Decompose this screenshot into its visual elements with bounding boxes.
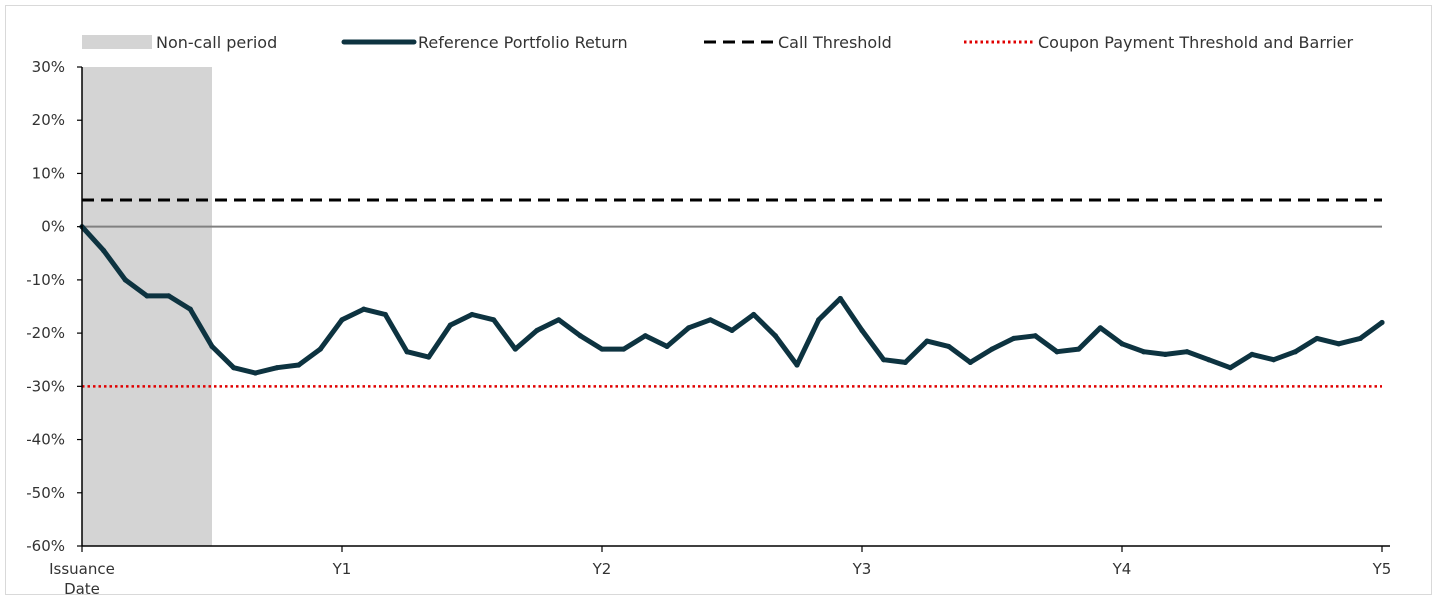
data-point — [1292, 349, 1298, 355]
data-point — [577, 333, 583, 339]
data-point — [772, 333, 778, 339]
data-point — [751, 311, 757, 318]
data-point — [1119, 341, 1125, 347]
data-point — [1011, 335, 1017, 342]
data-point — [902, 359, 908, 365]
data-point — [404, 349, 410, 355]
data-point — [101, 248, 107, 254]
legend-non-call-period-label: Non-call period — [156, 33, 277, 52]
y-tick-label: -60% — [26, 537, 65, 555]
data-point — [729, 327, 735, 334]
chart-frame — [5, 5, 1432, 595]
y-tick-label: -40% — [26, 431, 65, 449]
data-point — [642, 333, 648, 339]
data-point — [967, 359, 973, 365]
x-tick-label: Y1 — [332, 560, 352, 578]
data-point — [296, 362, 302, 368]
data-point — [209, 343, 215, 350]
data-point — [252, 370, 258, 376]
data-point — [859, 327, 865, 334]
data-point — [1379, 319, 1385, 326]
data-point — [1097, 325, 1103, 331]
y-tick-label: -10% — [26, 271, 65, 289]
data-point — [1054, 349, 1060, 355]
x-tick-label: Y4 — [1112, 560, 1132, 578]
data-point — [512, 346, 518, 352]
data-point — [122, 277, 128, 283]
data-point — [1357, 335, 1363, 342]
x-tick-label: Y3 — [852, 560, 872, 578]
data-point — [469, 311, 475, 318]
data-point — [1076, 346, 1082, 352]
data-point — [447, 322, 453, 328]
data-point — [924, 338, 930, 344]
data-point — [144, 293, 150, 299]
data-point — [491, 317, 497, 323]
data-point — [339, 317, 345, 323]
x-tick-label: Y2 — [592, 560, 612, 578]
legend-non-call-period-key — [82, 35, 152, 49]
y-tick-label: -20% — [26, 324, 65, 342]
data-point — [1249, 351, 1255, 357]
data-point — [1141, 349, 1147, 355]
data-point — [187, 306, 193, 312]
data-point — [989, 346, 995, 352]
data-point — [1271, 357, 1277, 363]
data-point — [1314, 335, 1320, 342]
data-point — [382, 311, 388, 318]
y-tick-label: 20% — [32, 111, 65, 129]
data-point — [946, 343, 952, 350]
data-point — [534, 327, 540, 334]
data-point — [556, 317, 562, 323]
non-call-period-band — [82, 67, 212, 546]
data-point — [231, 365, 237, 371]
data-point — [707, 317, 713, 323]
legend-reference-portfolio-return-label: Reference Portfolio Return — [418, 33, 628, 52]
data-point — [664, 343, 670, 350]
data-point — [1162, 351, 1168, 357]
y-tick-label: -30% — [26, 377, 65, 395]
y-tick-label: -50% — [26, 484, 65, 502]
data-point — [599, 346, 605, 352]
data-point — [426, 354, 432, 360]
legend-coupon-threshold-label: Coupon Payment Threshold and Barrier — [1038, 33, 1353, 52]
data-point — [1336, 341, 1342, 347]
data-point — [361, 306, 367, 312]
data-point — [794, 362, 800, 368]
x-tick-label: Y5 — [1372, 560, 1392, 578]
y-tick-label: 0% — [41, 218, 65, 236]
y-tick-label: 30% — [32, 58, 65, 76]
x-tick-label: Issuance Date — [49, 560, 115, 598]
data-point — [881, 357, 887, 363]
data-point — [1206, 357, 1212, 363]
data-point — [166, 293, 172, 299]
data-point — [621, 346, 627, 352]
data-point — [686, 325, 692, 331]
legend-call-threshold-label: Call Threshold — [778, 33, 892, 52]
data-point — [837, 295, 843, 302]
data-point — [317, 346, 323, 352]
data-point — [1184, 349, 1190, 355]
data-point — [1032, 333, 1038, 339]
data-point — [816, 317, 822, 323]
data-point — [1227, 365, 1233, 371]
data-point — [274, 365, 280, 371]
y-tick-label: 10% — [32, 164, 65, 182]
